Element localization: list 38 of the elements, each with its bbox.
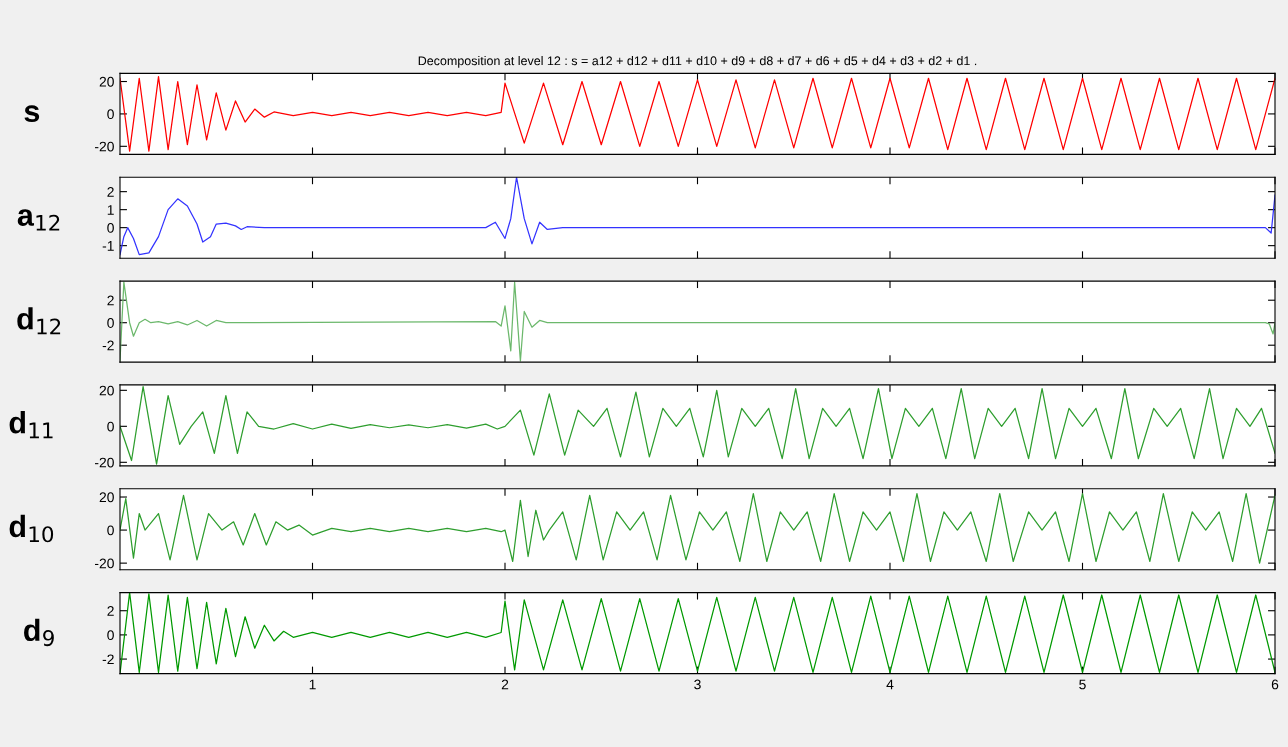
y-tick-label: 2 [107, 295, 114, 306]
y-axis-title: s [24, 105, 40, 123]
y-axis-title: a$_{12}$ [17, 209, 60, 231]
y-axis-title: d$_{11}$ [9, 411, 53, 439]
line-series [120, 177, 1275, 256]
line-series [120, 592, 1275, 674]
x-tick-label: 3 [694, 679, 701, 690]
line-series [120, 493, 1275, 564]
y-tick-label: -1 [102, 241, 114, 251]
y-tick-label: -20 [94, 457, 114, 468]
y-axis-title: d$_{12}$ [17, 307, 61, 335]
y-tick-label: 20 [99, 385, 114, 396]
y-tick-label: 20 [99, 76, 114, 87]
y-tick-label: 0 [107, 630, 114, 641]
y-tick-label: -2 [102, 654, 114, 665]
y-axis-title: d$_{9}$ [24, 618, 54, 647]
x-tick-label: 6 [1271, 679, 1279, 690]
y-tick-label: 0 [107, 109, 114, 120]
line-series [120, 281, 1275, 362]
y-tick-label: 0 [107, 222, 114, 233]
y-tick-label: 20 [99, 492, 114, 503]
y-tick-label: 0 [107, 525, 114, 536]
y-tick-label: 1 [107, 205, 114, 215]
y-tick-label: -20 [94, 141, 114, 152]
x-tick-label: 1 [309, 679, 316, 690]
x-tick-label: 2 [501, 679, 509, 690]
line-series [120, 76, 1275, 152]
line-series [120, 386, 1275, 465]
y-tick-label: -2 [102, 340, 114, 351]
y-axis-title: d$_{10}$ [9, 514, 54, 543]
x-tick-label: 5 [1079, 679, 1086, 690]
x-tick-label: 4 [886, 679, 894, 690]
y-tick-label: 0 [107, 318, 114, 328]
y-tick-label: 2 [107, 186, 114, 197]
y-tick-label: 2 [107, 606, 114, 616]
y-tick-label: 0 [107, 421, 114, 432]
y-tick-label: -20 [94, 558, 114, 569]
chart-title: Decomposition at level 12 : s = a12 + d12 + d11 + d10 + d9 + d8 + d7 + d6 + d5 + d4 + d3 + d2 + d1 . [418, 56, 977, 68]
